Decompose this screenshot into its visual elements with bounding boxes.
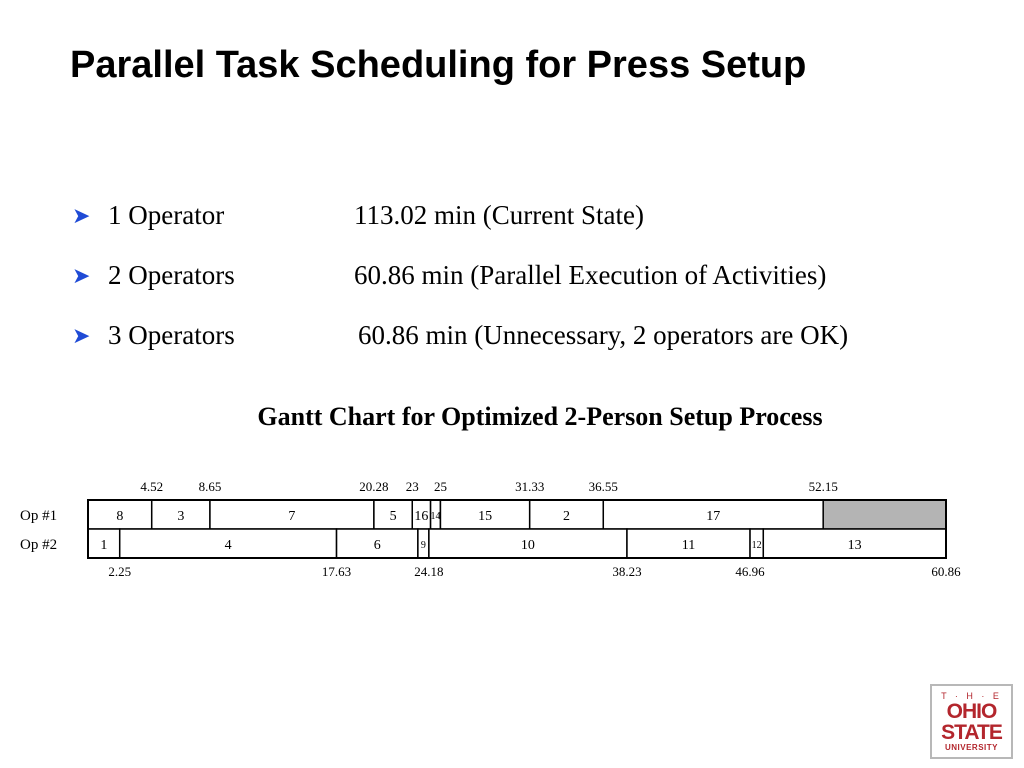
bullet-operators: 3 Operators bbox=[108, 320, 235, 350]
logo-the: T · H · E bbox=[941, 691, 1002, 701]
arrow-bullet-icon: ➤ bbox=[72, 263, 91, 288]
task-label: 16 bbox=[414, 509, 428, 524]
task-label: 5 bbox=[390, 509, 397, 524]
row-label: Op #2 bbox=[20, 537, 57, 553]
task-label: 17 bbox=[706, 509, 720, 524]
tick-label-top: 36.55 bbox=[589, 479, 618, 494]
gantt-task-bar bbox=[209, 499, 375, 530]
row-label: Op #1 bbox=[20, 508, 57, 524]
tick-label-top: 31.33 bbox=[515, 479, 544, 494]
logo-state: STATE bbox=[941, 721, 1003, 744]
tick-label-bottom: 46.96 bbox=[735, 564, 765, 579]
bullet-result: 60.86 min (Parallel Execution of Activit… bbox=[354, 260, 827, 290]
task-label: 13 bbox=[848, 538, 862, 553]
bullet-operators: 2 Operators bbox=[108, 260, 235, 290]
bullet-operators: 1 Operator bbox=[108, 200, 225, 230]
bullet-result: 60.86 min (Unnecessary, 2 operators are … bbox=[358, 320, 849, 350]
bullet-result: 113.02 min (Current State) bbox=[354, 200, 644, 230]
task-label: 14 bbox=[431, 511, 441, 522]
task-label: 3 bbox=[177, 509, 184, 524]
task-label: 4 bbox=[225, 538, 232, 553]
tick-label-top: 25 bbox=[434, 479, 447, 494]
logo-ohio: OHIO bbox=[946, 700, 998, 723]
task-label: 15 bbox=[478, 509, 492, 524]
slide-title: Parallel Task Scheduling for Press Setup bbox=[70, 44, 807, 86]
arrow-bullet-icon: ➤ bbox=[72, 203, 91, 228]
tick-label-top: 52.15 bbox=[809, 479, 838, 494]
tick-label-top: 23 bbox=[406, 479, 419, 494]
gantt-task-bar bbox=[150, 499, 211, 530]
tick-label-top: 20.28 bbox=[359, 479, 388, 494]
task-label: 1 bbox=[100, 538, 107, 553]
gantt-idle-bar bbox=[822, 499, 947, 530]
task-label: 9 bbox=[421, 540, 426, 551]
gantt-task-bar bbox=[762, 528, 947, 559]
gantt-task-bar bbox=[373, 499, 414, 530]
gantt-task-bar bbox=[118, 528, 338, 559]
arrow-bullet-icon: ➤ bbox=[72, 323, 91, 348]
tick-label-bottom: 2.25 bbox=[108, 564, 131, 579]
task-label: 12 bbox=[752, 540, 762, 551]
task-label: 6 bbox=[374, 538, 381, 553]
gantt-task-bar bbox=[439, 499, 531, 530]
tick-label-bottom: 17.63 bbox=[322, 564, 351, 579]
tick-label-top: 8.65 bbox=[199, 479, 222, 494]
gantt-frame bbox=[87, 499, 947, 559]
logo-university: UNIVERSITY bbox=[944, 743, 998, 752]
tick-label-top: 4.52 bbox=[140, 479, 163, 494]
task-label: 8 bbox=[116, 509, 123, 524]
tick-label-bottom: 24.18 bbox=[414, 564, 443, 579]
task-label: 2 bbox=[563, 509, 570, 524]
tick-label-bottom: 60.86 bbox=[931, 564, 961, 579]
gantt-title: Gantt Chart for Optimized 2-Person Setup… bbox=[257, 402, 823, 431]
task-label: 10 bbox=[521, 538, 535, 553]
ohio-state-logo: T · H · E OHIO STATE UNIVERSITY bbox=[930, 684, 1013, 759]
task-label: 7 bbox=[288, 509, 295, 524]
gantt-task-bar bbox=[626, 528, 751, 559]
tick-label-bottom: 38.23 bbox=[612, 564, 641, 579]
task-label: 11 bbox=[682, 538, 695, 553]
